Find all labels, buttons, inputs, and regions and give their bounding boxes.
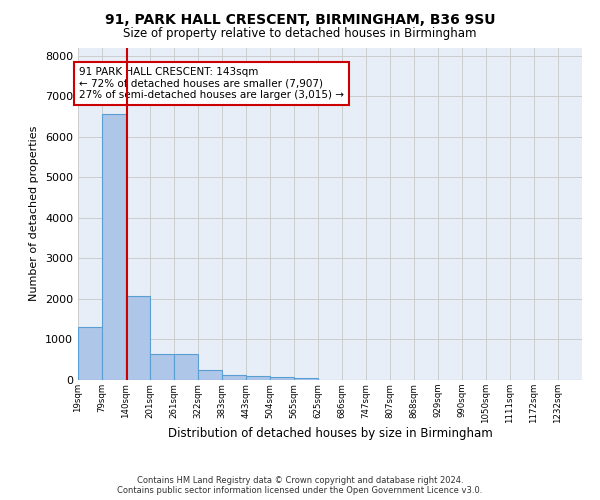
Bar xyxy=(246,376,270,380)
Bar xyxy=(150,354,174,380)
Bar xyxy=(198,370,222,380)
Y-axis label: Number of detached properties: Number of detached properties xyxy=(29,126,40,302)
Text: Size of property relative to detached houses in Birmingham: Size of property relative to detached ho… xyxy=(123,28,477,40)
Text: Contains public sector information licensed under the Open Government Licence v3: Contains public sector information licen… xyxy=(118,486,482,495)
Bar xyxy=(102,114,126,380)
Text: Distribution of detached houses by size in Birmingham: Distribution of detached houses by size … xyxy=(167,428,493,440)
Bar xyxy=(222,374,246,380)
Bar xyxy=(270,377,294,380)
Bar xyxy=(78,328,102,380)
Bar xyxy=(294,378,318,380)
Text: 91 PARK HALL CRESCENT: 143sqm
← 72% of detached houses are smaller (7,907)
27% o: 91 PARK HALL CRESCENT: 143sqm ← 72% of d… xyxy=(79,67,344,100)
Bar xyxy=(174,354,198,380)
Text: 91, PARK HALL CRESCENT, BIRMINGHAM, B36 9SU: 91, PARK HALL CRESCENT, BIRMINGHAM, B36 … xyxy=(105,12,495,26)
Text: Contains HM Land Registry data © Crown copyright and database right 2024.: Contains HM Land Registry data © Crown c… xyxy=(137,476,463,485)
Bar xyxy=(126,296,150,380)
